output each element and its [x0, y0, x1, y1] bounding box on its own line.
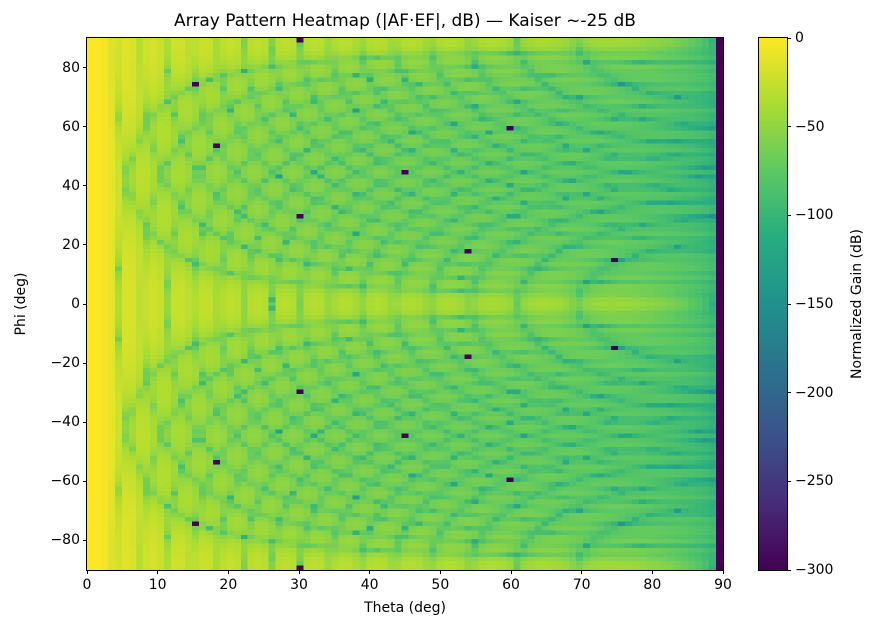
y-tick-label: −80 [50, 532, 80, 549]
colorbar-tick [787, 480, 791, 482]
y-tick-label: 60 [62, 118, 80, 135]
colorbar-tick-label: −300 [795, 562, 834, 578]
colorbar-tick-label: −150 [795, 296, 834, 312]
colorbar-tick [787, 303, 791, 305]
x-tick [722, 570, 724, 574]
y-tick [83, 362, 87, 364]
x-tick-label: 80 [643, 577, 662, 593]
colorbar-tick [787, 126, 791, 128]
y-tick-label: 80 [62, 59, 80, 76]
y-tick [83, 480, 87, 482]
y-tick-label: −60 [50, 473, 80, 490]
y-tick [83, 244, 87, 246]
x-tick [581, 570, 583, 574]
x-tick-label: 30 [290, 577, 308, 593]
x-tick [651, 570, 653, 574]
heatmap-canvas [87, 38, 723, 570]
x-tick-label: 50 [431, 577, 450, 593]
colorbar-tick-label: −250 [795, 473, 834, 490]
y-tick-label: 40 [62, 177, 80, 194]
x-tick [157, 570, 159, 574]
colorbar-tick-label: −200 [795, 384, 834, 401]
x-tick-label: 90 [714, 577, 732, 593]
x-tick-label: 40 [360, 577, 379, 593]
x-tick-label: 60 [502, 577, 520, 593]
colorbar-tick-label: −100 [795, 207, 834, 224]
x-tick [369, 570, 371, 574]
x-tick-label: 20 [219, 577, 238, 593]
x-tick [86, 570, 88, 574]
x-tick [227, 570, 229, 574]
y-tick [83, 185, 87, 187]
x-tick [439, 570, 441, 574]
x-axis-label: Theta (deg) [364, 600, 446, 616]
colorbar-tick [787, 569, 791, 571]
x-tick [298, 570, 300, 574]
x-tick-label: 0 [82, 577, 92, 593]
y-tick [83, 539, 87, 541]
x-tick-label: 70 [572, 577, 591, 593]
colorbar-tick [787, 37, 791, 39]
x-tick [510, 570, 512, 574]
y-tick-label: −40 [50, 414, 80, 431]
colorbar-tick [787, 214, 791, 216]
colorbar-tick-label: 0 [795, 30, 804, 46]
y-tick [83, 126, 87, 128]
y-tick [83, 67, 87, 69]
colorbar-tick [787, 392, 791, 394]
colorbar-tick-label: −50 [795, 118, 825, 135]
y-tick-label: −20 [50, 355, 80, 372]
y-tick [83, 303, 87, 305]
colorbar-canvas [759, 38, 787, 570]
y-tick-label: 20 [62, 236, 80, 253]
y-axis-label: Phi (deg) [13, 272, 29, 336]
y-tick [83, 421, 87, 423]
plot-title: Array Pattern Heatmap (|AF·EF|, dB) — Ka… [174, 11, 636, 31]
y-tick-label: 0 [71, 296, 80, 312]
x-tick-label: 10 [148, 577, 167, 593]
colorbar-label: Normalized Gain (dB) [849, 229, 865, 379]
